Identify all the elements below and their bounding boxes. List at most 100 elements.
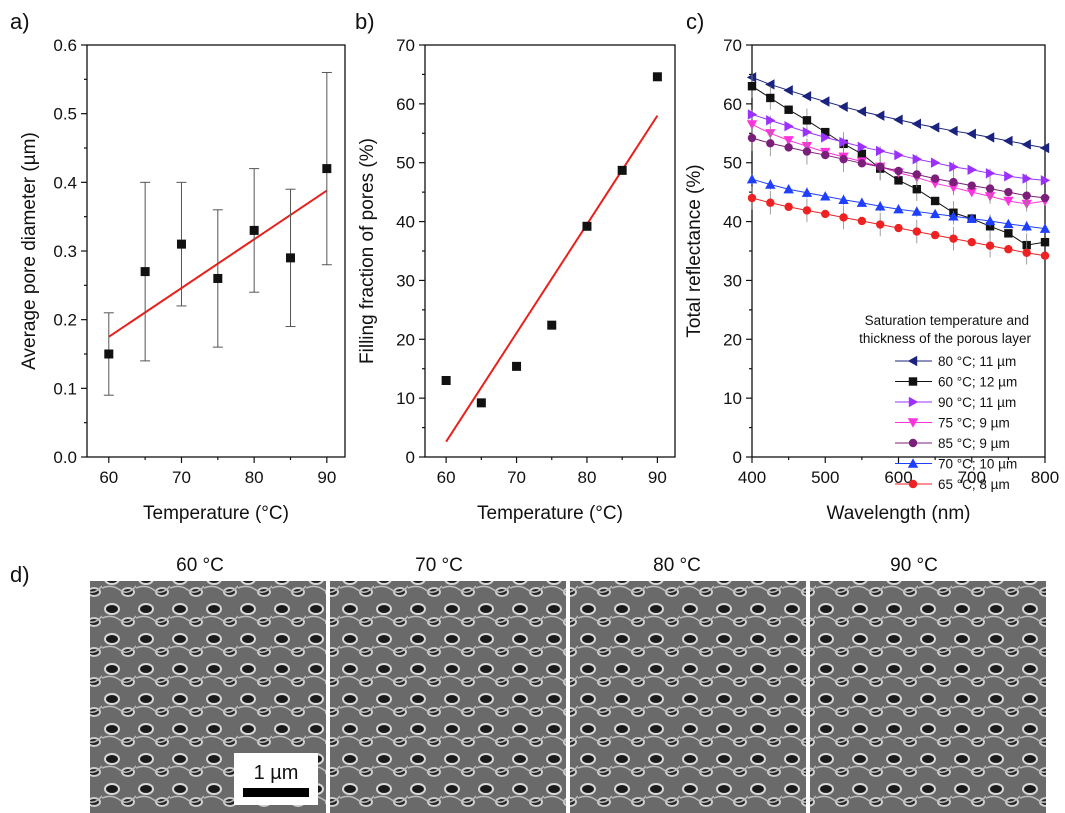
chart-c-point [857, 149, 867, 159]
chart-c-point [949, 234, 958, 243]
chart-c-point [967, 164, 977, 175]
chart-c-point [746, 72, 757, 83]
chart-b-point [617, 165, 627, 175]
chart-c-legend-label: 65 °C; 8 µm [938, 477, 1010, 492]
scale-bar-label: 1 µm [254, 762, 299, 784]
chart-c-series-line [751, 76, 1046, 149]
sem-title-90: 90 °C [890, 555, 938, 576]
chart-a-ytick-label: 0.3 [53, 242, 77, 261]
chart-c-point [894, 223, 903, 233]
chart-c-series [747, 125, 1050, 209]
chart-a-point [176, 239, 186, 249]
chart-c-point [966, 187, 977, 198]
chart-a-xtick-label: 80 [245, 468, 264, 487]
chart-c-point [784, 143, 793, 152]
chart-b-ytick-label: 0 [406, 448, 415, 467]
chart-c-point [783, 136, 794, 146]
chart-b-ytick-label: 60 [396, 95, 415, 114]
chart-c-point [766, 93, 775, 103]
chart-c-point [784, 202, 793, 212]
chart-b-filling-fraction: 60 70 80 90 0 10 20 30 40 50 60 70 Temperature (°C) F… [357, 36, 676, 524]
chart-c-ylabel: Total reflectance (%) [684, 164, 705, 337]
chart-a-xtick-label: 90 [317, 468, 336, 487]
chart-a-point [249, 225, 259, 235]
chart-c-ytick-label: 50 [723, 154, 742, 173]
chart-c-ytick-label: 70 [723, 36, 742, 55]
chart-c-point [949, 177, 958, 187]
chart-c-point [948, 125, 958, 137]
chart-c-ytick-label: 30 [723, 271, 742, 290]
chart-c-series [747, 109, 1051, 186]
chart-b-xlabel: Temperature (°C) [477, 503, 623, 524]
chart-c-series [746, 72, 1050, 154]
sem-image-80 [570, 581, 806, 813]
chart-a-ytick-label: 0.5 [53, 105, 77, 124]
chart-a-ytick-label: 0.1 [53, 379, 77, 398]
sem-title-70: 70 °C [415, 555, 463, 576]
chart-c-point [765, 79, 775, 90]
chart-c-point [838, 101, 848, 112]
chart-c-point [856, 106, 867, 117]
chart-c-point [746, 173, 758, 184]
chart-b-point [512, 361, 522, 371]
chart-b-ytick-label: 70 [396, 36, 415, 55]
chart-c-point [930, 230, 940, 240]
chart-c-ytick-label: 40 [723, 213, 742, 232]
chart-c-point [1021, 221, 1032, 231]
chart-c-point [1022, 173, 1032, 184]
chart-a-xtick-label: 70 [172, 468, 191, 487]
chart-c-point [984, 215, 996, 226]
chart-c-point [1039, 142, 1050, 154]
chart-c-xtick-label: 600 [884, 468, 912, 487]
chart-c-legend-label: 75 °C; 9 µm [938, 416, 1010, 431]
chart-c-point [1021, 139, 1031, 150]
chart-c-xlabel: Wavelength (nm) [827, 503, 971, 524]
chart-a-point [140, 267, 150, 277]
chart-a-plot-frame [86, 44, 346, 458]
chart-b-point [582, 221, 592, 231]
chart-c-point [1040, 193, 1050, 203]
chart-c-series-line [751, 178, 1046, 230]
chart-b-ytick-label: 10 [396, 389, 415, 408]
chart-c-point [747, 133, 757, 143]
chart-c-point [966, 213, 977, 223]
chart-c-point [1022, 248, 1031, 257]
sem-image-90 [810, 581, 1046, 813]
chart-c-point [930, 196, 940, 206]
chart-c-point [856, 197, 868, 207]
chart-c-point [894, 166, 903, 176]
chart-c-point [875, 220, 885, 229]
chart-c-point [912, 153, 923, 165]
chart-c-point [966, 128, 976, 140]
chart-c-point [766, 115, 776, 126]
chart-c-point [912, 170, 922, 179]
chart-c-point [747, 82, 757, 91]
chart-c-point [985, 241, 995, 250]
chart-a-point [322, 164, 332, 174]
chart-c-point [838, 194, 849, 204]
chart-c-point [985, 184, 995, 193]
chart-c-point [912, 227, 922, 236]
chart-c-point [857, 159, 867, 168]
chart-c-point [985, 168, 996, 179]
chart-c-point [911, 118, 922, 130]
chart-c-point [1004, 187, 1013, 197]
chart-b-plot-frame [424, 44, 676, 458]
chart-c-point [984, 132, 995, 143]
chart-b-ytick-label: 40 [396, 213, 415, 232]
chart-c-legend-title: Saturation temperature and [865, 313, 1029, 328]
chart-b-xtick-label: 60 [437, 468, 456, 487]
chart-c-point [821, 150, 830, 160]
chart-b-xtick-label: 80 [578, 468, 597, 487]
chart-c-legend: Saturation temperature and thickness of t… [859, 313, 1031, 492]
chart-c-point [820, 96, 830, 107]
chart-c-xtick-label: 800 [1031, 468, 1059, 487]
sem-micrographs: 60 °C 70 °C 80 °C 90 °C 1 µm [90, 555, 1046, 813]
chart-c-point [1003, 196, 1014, 207]
chart-c-xtick-label: 700 [958, 468, 986, 487]
chart-a-point [104, 349, 114, 359]
chart-c-series [747, 186, 1050, 265]
chart-a-xtick-label: 60 [99, 468, 118, 487]
chart-c-point [783, 85, 793, 96]
sem-title-60: 60 °C [176, 555, 224, 576]
